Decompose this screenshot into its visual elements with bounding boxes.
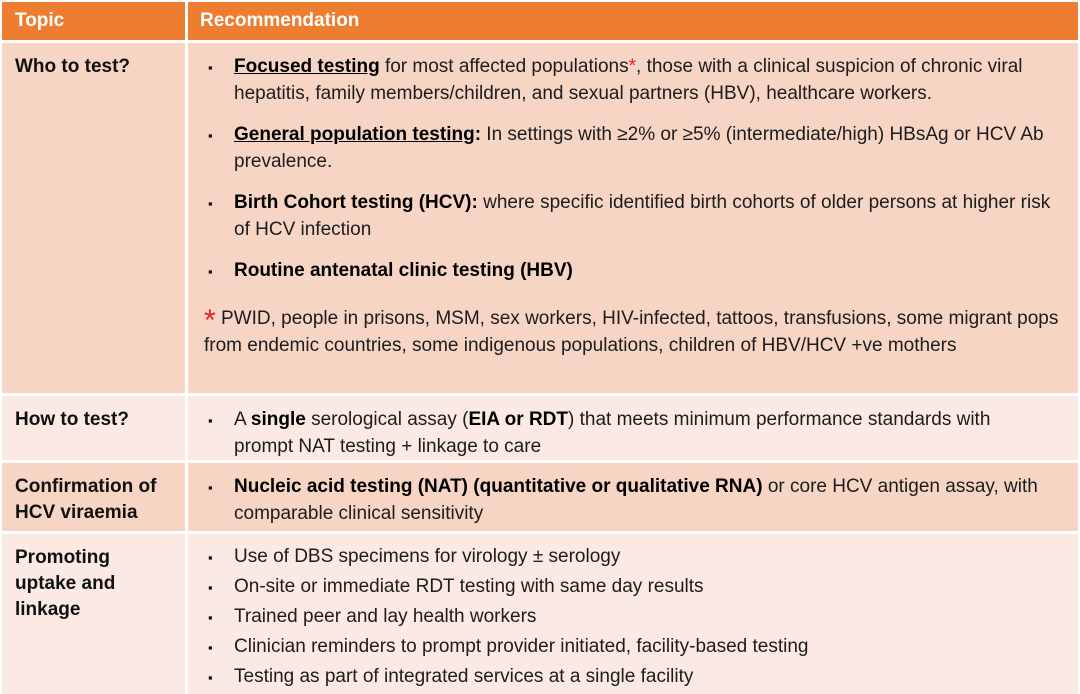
bullet-icon: ▪ bbox=[208, 610, 213, 625]
table-row: How to test? ▪ A single serological assay … bbox=[2, 396, 1078, 460]
text-segment: EIA or RDT bbox=[468, 409, 569, 430]
text-segment: Trained peer and lay health workers bbox=[234, 606, 537, 627]
bullet-item: ▪ Trained peer and lay health workers bbox=[208, 604, 1068, 631]
text-segment: Testing as part of integrated services a… bbox=[234, 666, 694, 687]
bullet-icon: ▪ bbox=[208, 413, 213, 428]
bullet-text: Testing as part of integrated services a… bbox=[234, 664, 1068, 691]
asterisk-marker: * bbox=[204, 304, 216, 337]
bullet-icon: ▪ bbox=[208, 480, 213, 495]
bullet-item: ▪ Testing as part of integrated services … bbox=[208, 664, 1068, 691]
text-segment: Focused testing bbox=[234, 56, 380, 77]
bullet-icon: ▪ bbox=[208, 264, 213, 279]
topic-label: How to test? bbox=[15, 409, 129, 430]
bullet-item: ▪ Routine antenatal clinic testing (HBV) bbox=[208, 257, 1068, 285]
bullet-text: Nucleic acid testing (NAT) (quantitative… bbox=[234, 473, 1068, 527]
recommendation-header-label: Recommendation bbox=[200, 10, 360, 31]
bullet-item: ▪ On-site or immediate RDT testing with s… bbox=[208, 574, 1068, 601]
bullet-text: Focused testing for most affected popula… bbox=[234, 53, 1068, 107]
text-segment: In settings with ≥2% or ≥5% (intermediat… bbox=[234, 124, 1044, 172]
text-segment: or core HCV antigen assay, with comparab… bbox=[234, 476, 1038, 524]
text-segment: Routine antenatal clinic testing (HBV) bbox=[234, 260, 573, 281]
table-header-row: Topic Recommendation bbox=[2, 2, 1078, 40]
bullet-item: ▪ Nucleic acid testing (NAT) (quantitativ… bbox=[208, 473, 1068, 527]
topic-header-cell: Topic bbox=[2, 2, 185, 40]
text-segment: where specific identified birth cohorts … bbox=[234, 192, 1051, 240]
bullet-item: ▪ A single serological assay (EIA or RDT)… bbox=[208, 406, 1068, 460]
text-segment: : bbox=[474, 124, 482, 145]
bullet-icon: ▪ bbox=[208, 196, 213, 211]
text-segment: PWID, people in prisons, MSM, sex worker… bbox=[204, 308, 1059, 356]
bullet-item: ▪ Use of DBS specimens for virology ± ser… bbox=[208, 544, 1068, 571]
text-segment: for most affected populations bbox=[379, 56, 629, 77]
asterisk-marker: * bbox=[628, 56, 637, 77]
text-segment: On-site or immediate RDT testing with sa… bbox=[234, 576, 704, 597]
topic-cell: How to test? bbox=[2, 396, 185, 460]
bullet-text: Trained peer and lay health workers bbox=[234, 604, 1068, 631]
text-segment: single bbox=[250, 409, 306, 430]
bullet-text: General population testing: In settings … bbox=[234, 121, 1068, 175]
bullet-icon: ▪ bbox=[208, 550, 213, 565]
bullet-text: On-site or immediate RDT testing with sa… bbox=[234, 574, 1068, 601]
recommendation-cell: ▪ Nucleic acid testing (NAT) (quantitativ… bbox=[188, 463, 1078, 531]
table-row: Who to test? ▪ Focused testing for most af… bbox=[2, 43, 1078, 393]
table-row: Confirmation of HCV viraemia ▪ Nucleic aci… bbox=[2, 463, 1078, 531]
topic-label: Who to test? bbox=[15, 56, 131, 77]
bullet-icon: ▪ bbox=[208, 670, 213, 685]
text-segment: General population testing bbox=[234, 124, 475, 145]
text-segment: A bbox=[234, 409, 251, 430]
topic-cell: Who to test? bbox=[2, 43, 185, 393]
bullet-text: A single serological assay (EIA or RDT) … bbox=[234, 406, 1024, 460]
topic-cell: Promoting uptake and linkage bbox=[2, 534, 185, 694]
topic-label: Promoting uptake and linkage bbox=[15, 547, 116, 620]
bullet-icon: ▪ bbox=[208, 580, 213, 595]
text-segment: Clinician reminders to prompt provider i… bbox=[234, 636, 809, 657]
topic-header-label: Topic bbox=[15, 10, 65, 31]
bullet-item: ▪ General population testing: In settings… bbox=[208, 121, 1068, 175]
bullet-text: Use of DBS specimens for virology ± sero… bbox=[234, 544, 1068, 571]
topic-label: Confirmation of HCV viraemia bbox=[15, 476, 157, 523]
text-segment: serological assay ( bbox=[305, 409, 469, 430]
text-segment: , those with a clinical suspicion of chr… bbox=[234, 56, 1023, 104]
bullet-item: ▪ Birth Cohort testing (HCV): where speci… bbox=[208, 189, 1068, 243]
recommendation-cell: ▪ A single serological assay (EIA or RDT)… bbox=[188, 396, 1078, 460]
bullet-icon: ▪ bbox=[208, 640, 213, 655]
text-segment: Birth Cohort testing (HCV): bbox=[234, 192, 478, 213]
table-row: Promoting uptake and linkage ▪ Use of DBS … bbox=[2, 534, 1078, 694]
footnote: * PWID, people in prisons, MSM, sex work… bbox=[204, 305, 1068, 359]
recommendation-cell: ▪ Focused testing for most affected popul… bbox=[188, 43, 1078, 393]
bullet-text: Routine antenatal clinic testing (HBV) bbox=[234, 257, 1068, 285]
bullet-text: Birth Cohort testing (HCV): where specif… bbox=[234, 189, 1068, 243]
bullet-item: ▪ Clinician reminders to prompt provider … bbox=[208, 634, 1068, 661]
text-segment: Nucleic acid testing (NAT) (quantitative… bbox=[234, 476, 763, 497]
bullet-icon: ▪ bbox=[208, 128, 213, 143]
recommendation-header-cell: Recommendation bbox=[188, 2, 1078, 40]
recommendation-cell: ▪ Use of DBS specimens for virology ± ser… bbox=[188, 534, 1078, 694]
bullet-item: ▪ Focused testing for most affected popul… bbox=[208, 53, 1068, 107]
topic-cell: Confirmation of HCV viraemia bbox=[2, 463, 185, 531]
bullet-text: Clinician reminders to prompt provider i… bbox=[234, 634, 1068, 661]
text-segment: Use of DBS specimens for virology ± sero… bbox=[234, 546, 621, 567]
bullet-icon: ▪ bbox=[208, 60, 213, 75]
text-segment: ) that meets minimum performance standar… bbox=[234, 409, 991, 457]
